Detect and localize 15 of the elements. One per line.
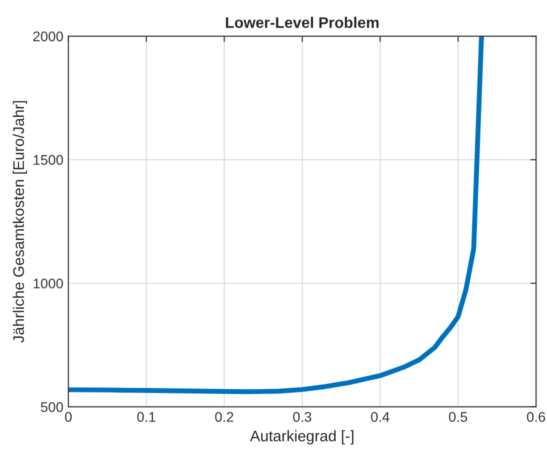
line-series (68, 36, 484, 394)
y-axis-title: Jährliche Gesamtkosten [Euro/Jahr] (12, 101, 28, 343)
chart-title: Lower-Level Problem (226, 16, 379, 28)
y-tick-label: 500 (40, 402, 63, 412)
x-tick-label: 0.5 (449, 412, 468, 422)
x-tick-label: 0.6 (526, 412, 546, 422)
y-tick-label: 1500 (34, 155, 63, 165)
x-tick-label: 0.2 (215, 412, 234, 422)
y-tick-label: 1000 (34, 278, 63, 288)
y-tick-label: 2000 (33, 31, 63, 42)
x-tick-label: 0.3 (293, 412, 312, 422)
x-tick-label: 0 (65, 412, 72, 422)
x-tick-label: 0.1 (137, 412, 156, 422)
x-axis-title: Autarkiegrad [-] (250, 430, 354, 444)
x-tick-label: 0.4 (371, 412, 390, 422)
